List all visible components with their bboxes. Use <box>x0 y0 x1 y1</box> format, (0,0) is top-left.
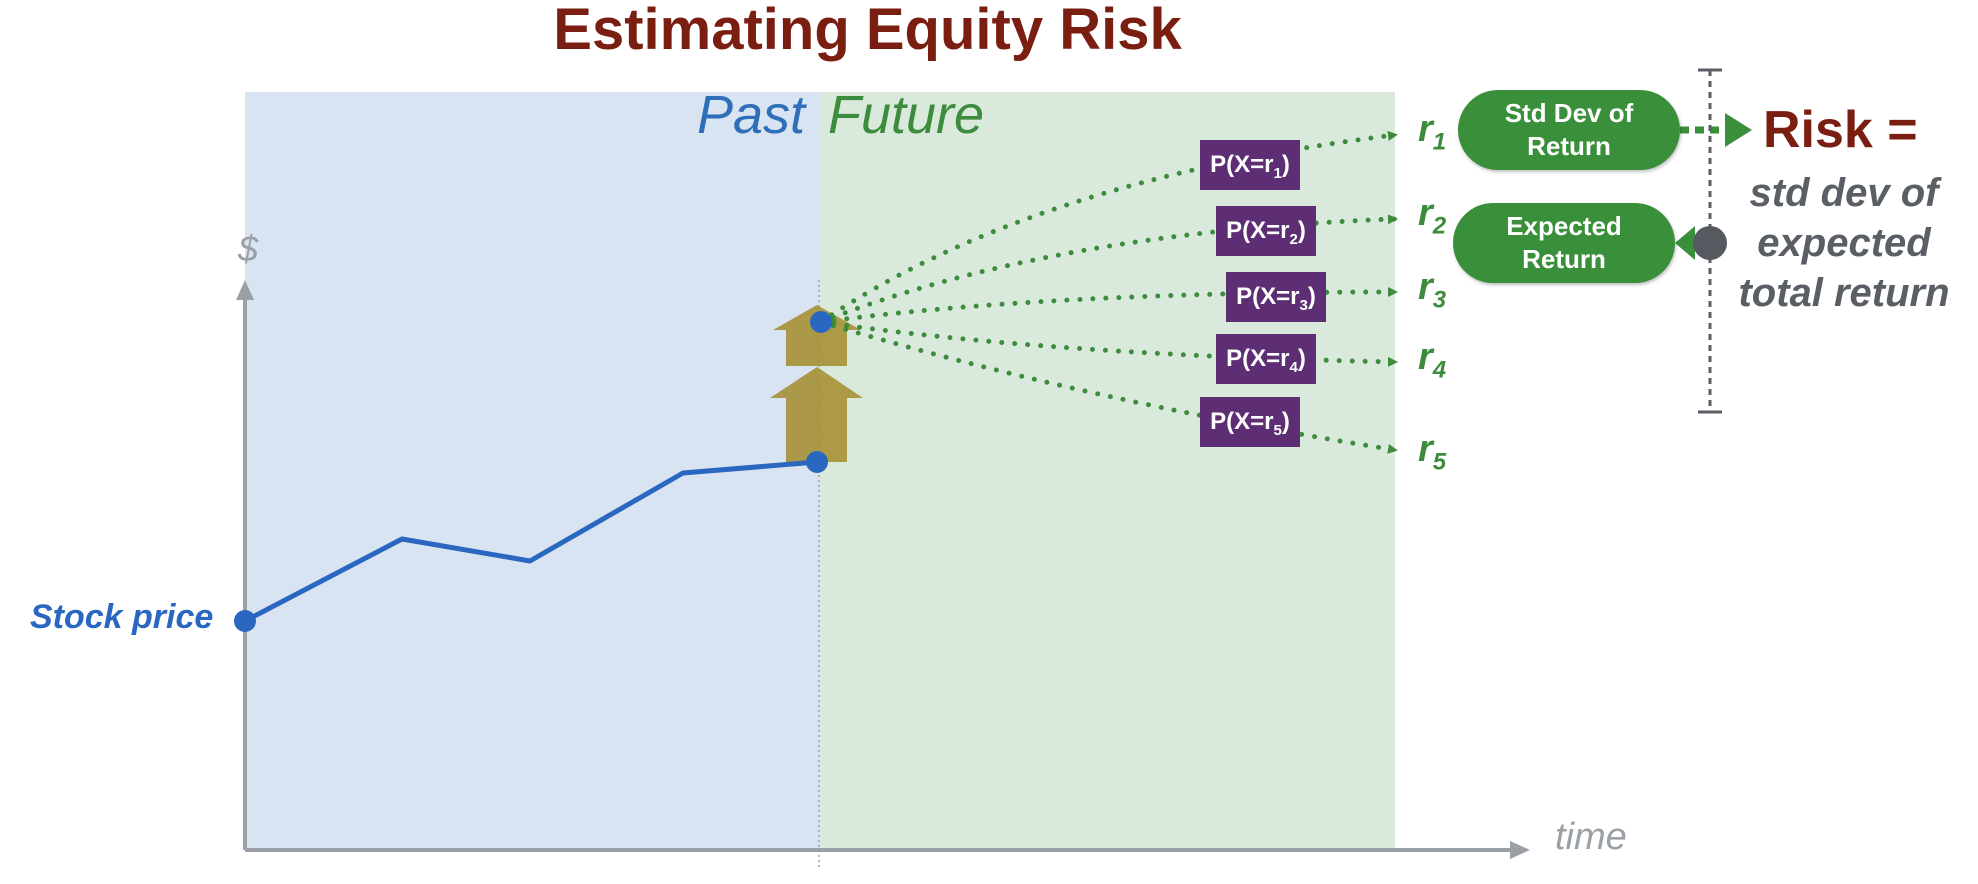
return-letter: r <box>1418 108 1433 150</box>
return-label-r1: r1 <box>1418 108 1446 157</box>
expected-pill-pointer <box>1675 226 1695 260</box>
return-letter: r <box>1418 428 1433 470</box>
stock-price-label: Stock price <box>30 598 214 636</box>
probability-box-r5: P(X=r5) <box>1200 397 1300 447</box>
return-label-r2: r2 <box>1418 192 1446 241</box>
probability-text: P(X=r <box>1210 408 1274 435</box>
probability-subscript: 5 <box>1273 421 1282 439</box>
return-subscript: 2 <box>1432 212 1447 240</box>
start-price-point <box>234 610 256 632</box>
probability-text: P(X=r <box>1226 345 1290 372</box>
probability-close: ) <box>1281 151 1290 178</box>
risk-definition-line: expected <box>1757 221 1931 265</box>
std-dev-connector-arrowhead <box>1725 113 1752 147</box>
probability-close: ) <box>1297 217 1306 244</box>
probability-box-r4: P(X=r4) <box>1216 334 1316 384</box>
probability-text: P(X=r <box>1236 283 1300 310</box>
price-increase-arrow <box>770 367 863 462</box>
probability-box-r3: P(X=r3) <box>1226 272 1326 322</box>
probability-subscript: 1 <box>1273 164 1282 182</box>
return-label-r3: r3 <box>1418 266 1446 315</box>
return-subscript: 4 <box>1432 356 1447 384</box>
stock-price-line <box>243 459 818 624</box>
probability-close: ) <box>1297 345 1306 372</box>
outcome-path-r5 <box>818 319 1398 454</box>
probability-close: ) <box>1307 283 1316 310</box>
y-axis-label: $ <box>237 228 259 269</box>
probability-text: P(X=r <box>1226 217 1290 244</box>
expected-return-marker <box>1693 226 1727 260</box>
return-subscript: 5 <box>1432 448 1447 476</box>
page-title: Estimating Equity Risk <box>553 0 1182 62</box>
return-label-r4: r4 <box>1418 336 1446 385</box>
pill-line: Return <box>1522 244 1606 274</box>
risk-definition: std dev of expected total return <box>1710 168 1978 318</box>
risk-definition-line: std dev of <box>1749 171 1939 215</box>
risk-title: Risk = <box>1763 101 1918 159</box>
x-axis-arrowhead <box>1510 841 1530 859</box>
return-letter: r <box>1418 336 1433 378</box>
x-axis-label: time <box>1555 816 1627 858</box>
current-price-point <box>806 451 828 473</box>
probability-box-r1: P(X=r1) <box>1200 140 1300 190</box>
expected-return-pill: Expected Return <box>1453 203 1675 283</box>
return-subscript: 1 <box>1432 128 1447 156</box>
return-subscript: 3 <box>1432 286 1447 314</box>
pill-line: Return <box>1527 131 1611 161</box>
risk-definition-line: total return <box>1738 271 1950 315</box>
return-letter: r <box>1418 266 1433 308</box>
dividend-arrow <box>773 305 861 366</box>
return-letter: r <box>1418 192 1433 234</box>
pill-line: Expected <box>1506 211 1622 241</box>
past-label: Past <box>696 85 805 145</box>
probability-text: P(X=r <box>1210 151 1274 178</box>
std-dev-return-pill: Std Dev of Return <box>1458 90 1680 170</box>
y-axis-arrowhead <box>236 280 254 300</box>
probability-subscript: 4 <box>1289 358 1298 376</box>
probability-box-r2: P(X=r2) <box>1216 206 1316 256</box>
future-label: Future <box>828 85 985 145</box>
probability-close: ) <box>1281 408 1290 435</box>
probability-subscript: 3 <box>1299 296 1308 314</box>
probability-subscript: 2 <box>1289 230 1298 248</box>
expected-dividend-point <box>810 311 832 333</box>
pill-line: Std Dev of <box>1504 98 1634 128</box>
return-label-r5: r5 <box>1418 428 1446 477</box>
